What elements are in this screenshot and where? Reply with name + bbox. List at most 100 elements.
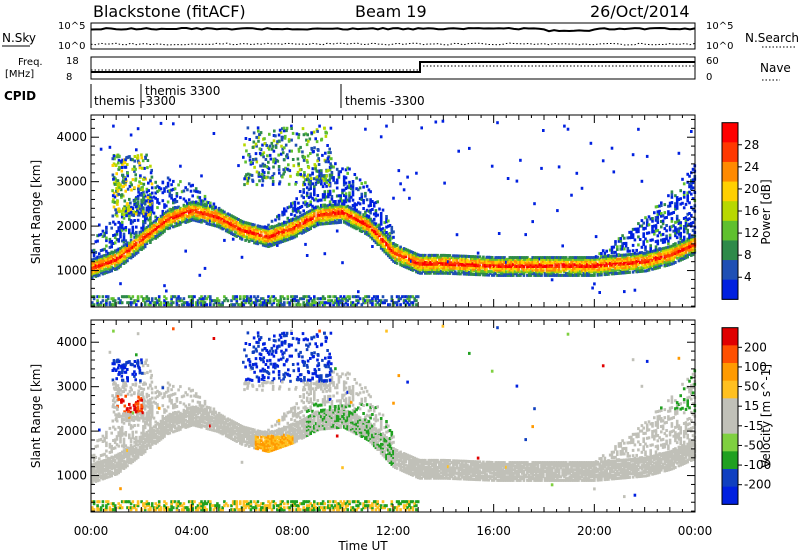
range-cell <box>189 211 193 215</box>
range-cell <box>564 263 568 267</box>
range-cell <box>580 186 584 190</box>
range-cell <box>279 295 283 299</box>
cpid-segment-1-line1: themis 3300 <box>145 84 220 98</box>
range-cell <box>214 217 217 221</box>
range-cell <box>436 261 439 264</box>
range-cell <box>154 235 157 238</box>
range-cell <box>612 270 616 274</box>
range-cell <box>677 151 681 155</box>
range-cell <box>413 264 416 268</box>
range-cell <box>247 222 251 226</box>
range-cell <box>230 223 233 227</box>
range-cell <box>388 243 392 247</box>
range-cell <box>663 211 667 215</box>
range-cell <box>346 219 349 222</box>
range-cell <box>170 299 173 303</box>
range-cell <box>487 259 490 263</box>
range-cell <box>660 256 663 260</box>
range-cell <box>690 181 693 185</box>
range-cell <box>607 256 610 260</box>
range-cell <box>566 261 570 265</box>
range-cell <box>586 268 589 272</box>
range-cell <box>515 268 519 272</box>
range-cell <box>589 256 593 260</box>
range-cell <box>670 244 674 248</box>
range-cell <box>150 234 154 238</box>
range-cell <box>168 219 172 223</box>
range-cell <box>542 256 545 260</box>
range-cell <box>179 212 182 216</box>
range-cell <box>184 249 187 253</box>
range-cell <box>513 263 517 267</box>
range-cell <box>362 222 365 226</box>
range-cell <box>681 257 684 261</box>
range-cell <box>200 213 203 217</box>
range-cell <box>510 256 513 260</box>
range-cell <box>418 253 422 257</box>
range-cell <box>189 303 193 307</box>
range-cell <box>631 263 635 267</box>
range-cell <box>573 266 577 270</box>
range-cell <box>549 266 552 270</box>
range-cell <box>446 264 450 268</box>
range-cell <box>135 243 138 247</box>
range-cell <box>335 229 339 233</box>
range-cell <box>314 217 318 221</box>
freq-tick-low: 8 <box>66 72 72 83</box>
range-cell <box>654 256 658 260</box>
range-cell <box>209 295 212 299</box>
range-cell <box>457 263 460 267</box>
range-cell <box>283 146 286 150</box>
range-cell <box>303 178 307 182</box>
range-cell <box>462 265 466 269</box>
range-cell <box>526 261 529 265</box>
range-cell <box>670 211 674 215</box>
range-cell <box>203 205 207 209</box>
range-cell <box>362 229 365 233</box>
range-cell <box>651 251 654 255</box>
range-cell <box>540 273 543 277</box>
range-cell <box>203 266 207 270</box>
range-cell <box>656 262 660 266</box>
range-cell <box>269 157 273 161</box>
range-cell <box>276 234 279 238</box>
range-cell <box>115 248 119 252</box>
range-cell <box>251 230 254 234</box>
range-cell <box>103 270 106 273</box>
range-cell <box>561 256 564 260</box>
range-cell <box>184 217 187 221</box>
range-cell <box>280 136 284 140</box>
range-cell <box>105 267 108 271</box>
range-cell <box>476 257 480 261</box>
range-cell <box>348 183 351 187</box>
range-cell <box>332 221 335 225</box>
range-cell <box>499 265 503 268</box>
range-cell <box>304 228 307 232</box>
range-cell <box>506 265 510 268</box>
range-cell <box>342 204 346 208</box>
range-cell <box>672 249 675 253</box>
range-cell <box>124 250 128 253</box>
range-cell <box>656 242 660 246</box>
range-cell <box>145 240 149 244</box>
range-cell <box>346 217 349 221</box>
range-cell <box>273 129 276 133</box>
range-cell <box>247 299 251 303</box>
range-cell <box>411 303 415 307</box>
range-cell <box>487 270 490 274</box>
range-cell <box>367 295 371 299</box>
range-cell <box>112 155 116 158</box>
range-cell <box>547 273 550 277</box>
range-cell <box>239 226 242 230</box>
range-cell <box>570 263 573 267</box>
range-cell <box>388 240 392 243</box>
range-cell <box>536 272 540 276</box>
range-cell <box>526 270 529 274</box>
range-cell <box>668 248 672 252</box>
range-cell <box>259 164 262 168</box>
range-cell <box>205 200 209 204</box>
range-cell <box>688 244 691 247</box>
range-cell <box>385 241 388 245</box>
range-cell <box>323 303 327 307</box>
range-cell <box>628 270 631 274</box>
